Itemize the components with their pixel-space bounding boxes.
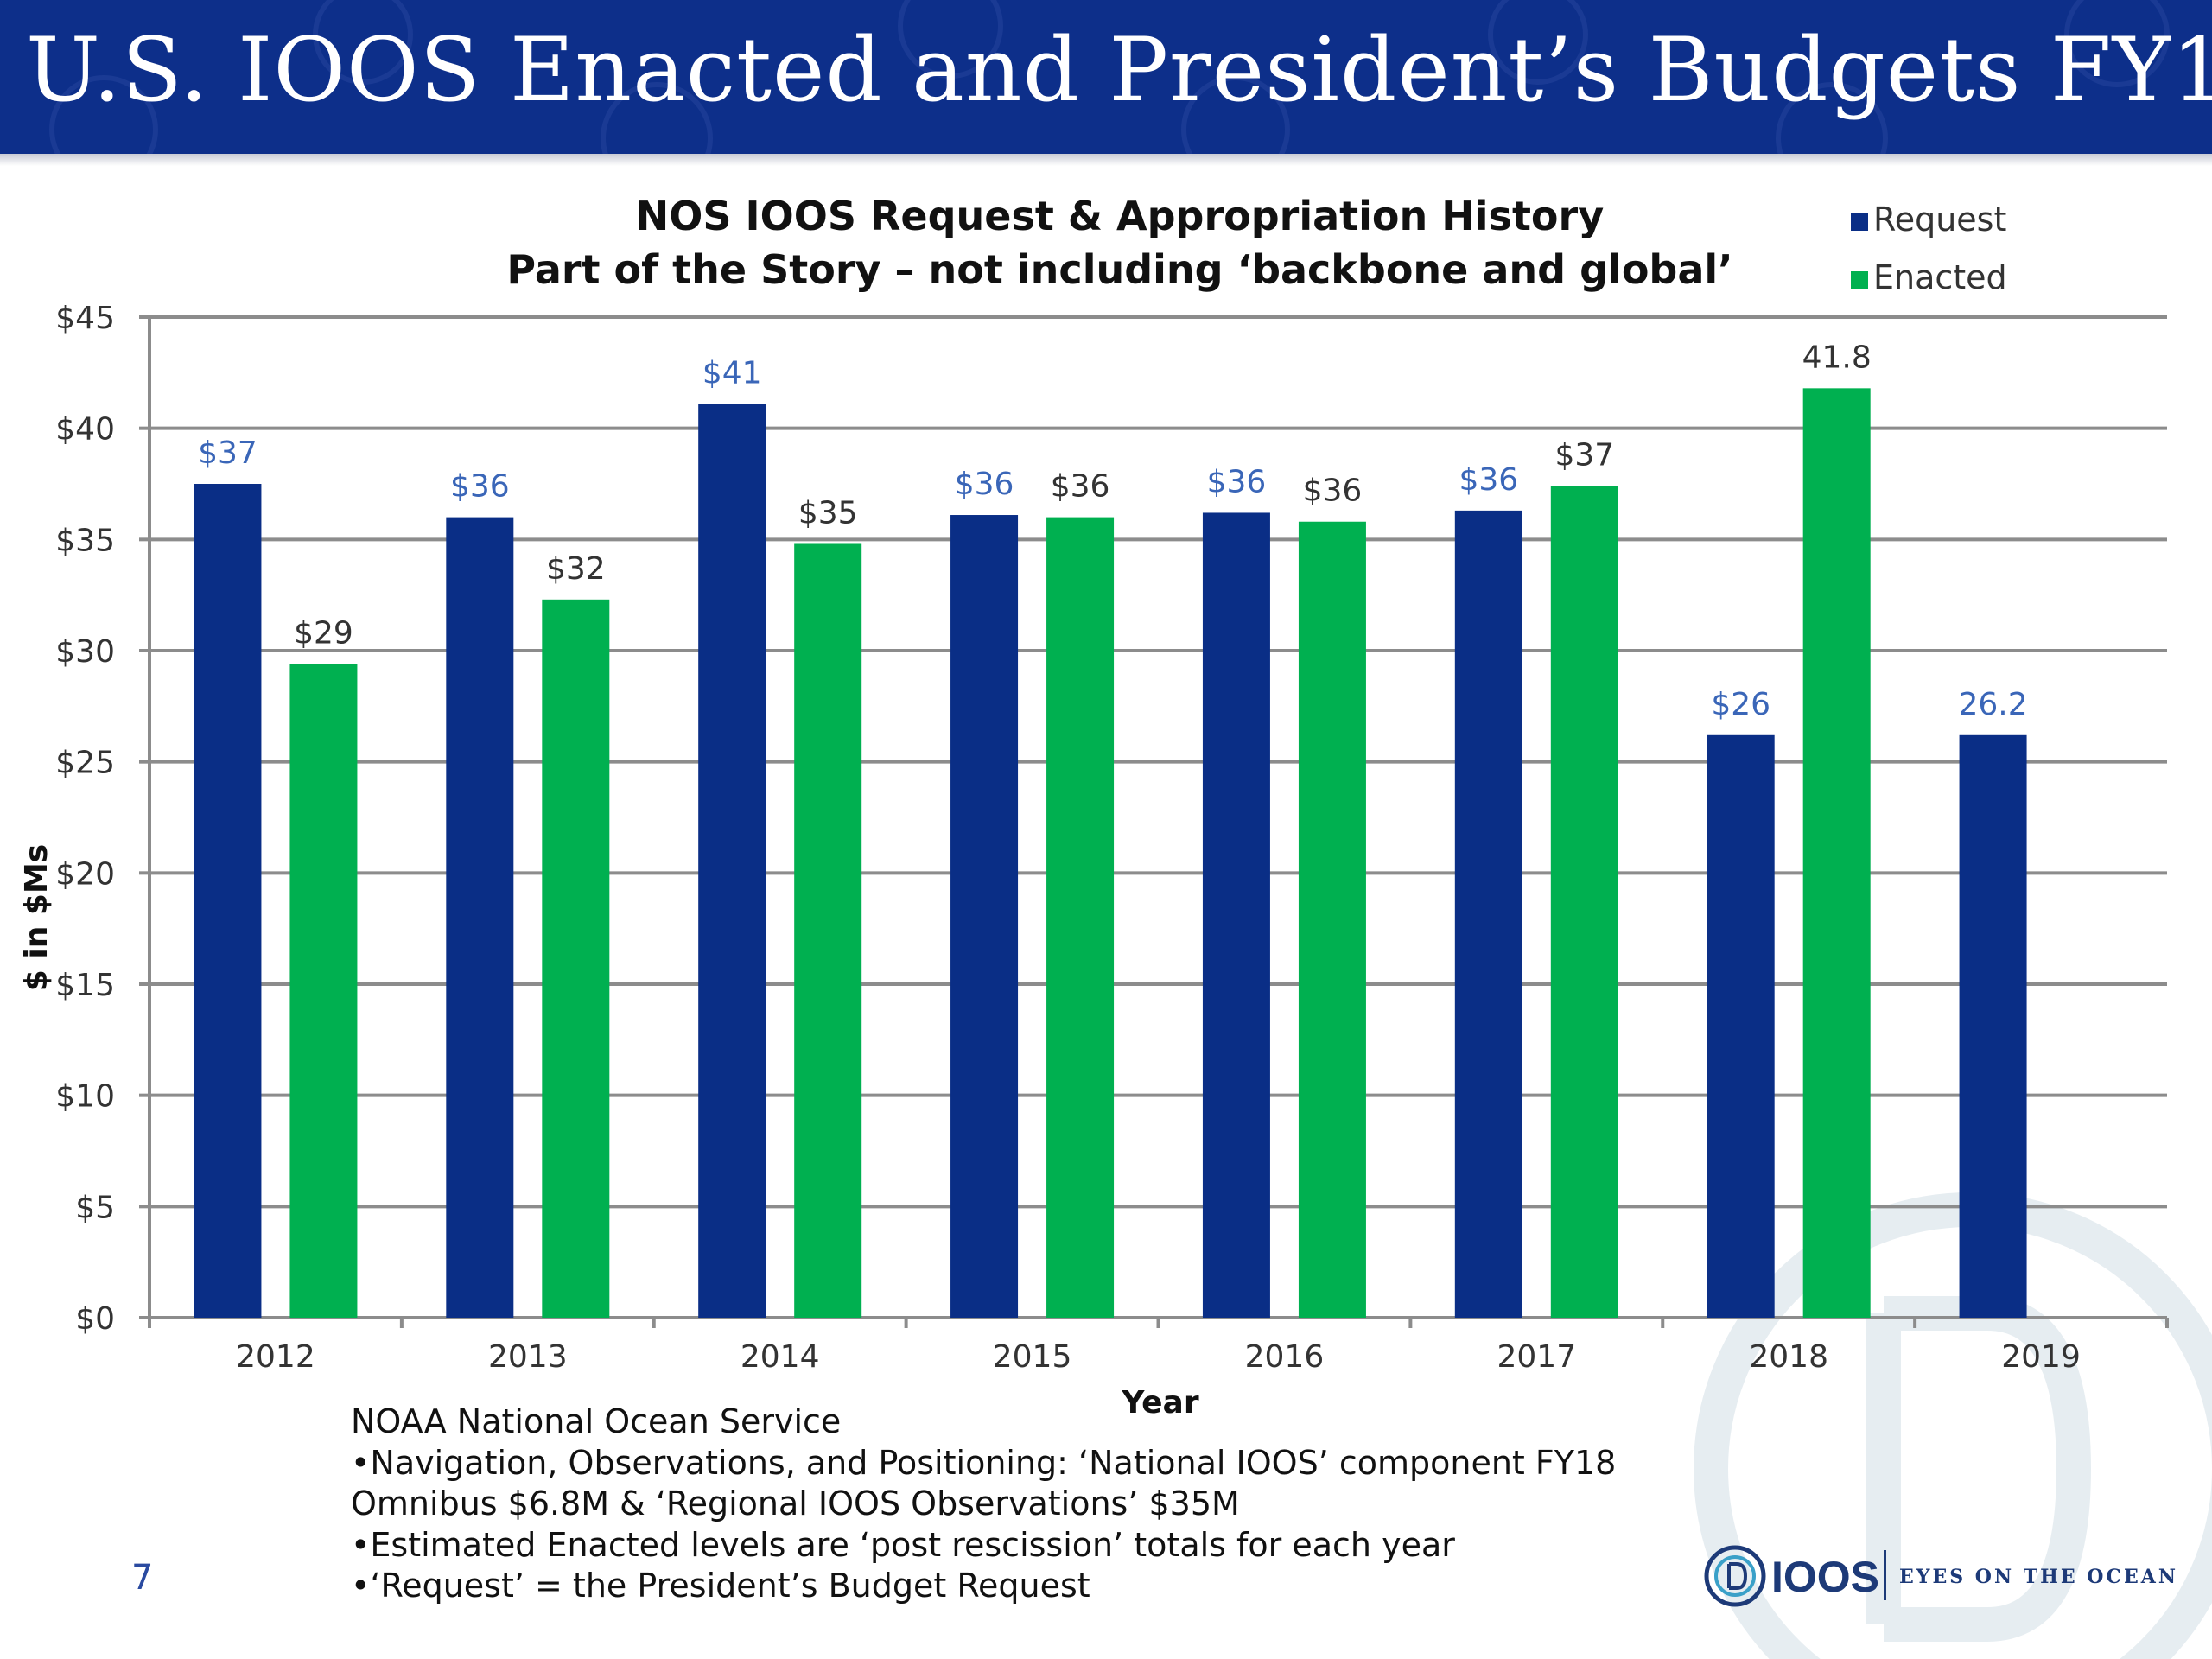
data-label-enacted: $37 <box>1554 438 1614 474</box>
logo-tagline: EYES ON THE OCEAN <box>1899 1566 2178 1588</box>
data-label-enacted: $29 <box>294 615 353 651</box>
data-label-request: $37 <box>198 435 257 471</box>
y-tick-label: $45 <box>55 301 115 336</box>
note-line: NOAA National Ocean Service <box>351 1402 842 1440</box>
data-label-enacted: 41.8 <box>1802 340 1872 375</box>
data-label-request: 26.2 <box>1958 687 2027 722</box>
bar-enacted <box>1550 486 1618 1318</box>
y-tick-label: $30 <box>55 634 115 670</box>
bar-request <box>1454 510 1522 1318</box>
legend-swatch-request <box>1851 213 1868 231</box>
bar-request <box>1707 734 1775 1318</box>
chart-title: NOS IOOS Request & Appropriation History <box>636 193 1604 239</box>
legend-label-request: Request <box>1873 200 2006 238</box>
data-label-request: $26 <box>1711 687 1770 722</box>
note-line: •Estimated Enacted levels are ‘post resc… <box>351 1525 1455 1564</box>
bar-request <box>950 515 1019 1318</box>
bar-enacted <box>289 664 358 1318</box>
note-line: •Navigation, Observations, and Positioni… <box>351 1443 1617 1482</box>
slide-title: U.S. IOOS Enacted and President’s Budget… <box>26 19 2212 122</box>
note-line: •‘Request’ = the President’s Budget Requ… <box>351 1567 1090 1605</box>
bar-enacted <box>794 543 862 1318</box>
data-label-request: $36 <box>1459 462 1518 498</box>
x-tick-label: 2014 <box>741 1339 820 1375</box>
x-tick-label: 2016 <box>1245 1339 1325 1375</box>
chart-subtitle: Part of the Story – not including ‘backb… <box>506 246 1732 293</box>
y-tick-label: $20 <box>55 856 115 892</box>
bar-enacted <box>1298 521 1366 1318</box>
y-tick-label: $35 <box>55 523 115 558</box>
budget-chart: NOS IOOS Request & Appropriation History… <box>19 193 2169 1421</box>
notes: NOAA National Ocean Service •Navigation,… <box>351 1402 1733 1607</box>
data-label-enacted: $35 <box>798 495 858 531</box>
logo-divider <box>1884 1550 1886 1600</box>
y-tick-label: $40 <box>55 412 115 448</box>
x-tick-label: 2012 <box>236 1339 315 1375</box>
bar-enacted <box>542 599 610 1318</box>
data-label-enacted: $36 <box>1051 469 1110 505</box>
y-tick-label: $5 <box>75 1190 115 1225</box>
x-tick-label: 2017 <box>1497 1339 1577 1375</box>
logo-text: IOOS <box>1771 1553 1880 1601</box>
y-tick-label: $0 <box>75 1301 115 1337</box>
bar-request <box>446 517 514 1318</box>
data-label-enacted: $36 <box>1303 474 1363 509</box>
x-tick-label: 2015 <box>993 1339 1072 1375</box>
bar-enacted <box>1046 517 1115 1318</box>
legend-swatch-enacted <box>1851 271 1868 289</box>
y-axis-label: $ in $Ms <box>19 844 54 991</box>
bar-request <box>194 484 262 1318</box>
y-tick-label: $10 <box>55 1079 115 1115</box>
page-number: 7 <box>131 1558 154 1598</box>
x-axis-label: Year <box>1121 1385 1198 1421</box>
y-tick-label: $25 <box>55 746 115 781</box>
data-label-request: $36 <box>1207 464 1267 499</box>
title-bar: U.S. IOOS Enacted and President’s Budget… <box>0 0 2212 154</box>
x-tick-label: 2013 <box>488 1339 568 1375</box>
title-shadow <box>0 154 2212 166</box>
legend-label-enacted: Enacted <box>1873 258 2007 296</box>
x-tick-label: 2018 <box>1749 1339 1828 1375</box>
y-tick-label: $15 <box>55 968 115 1003</box>
ioos-logo: IOOS EYES ON THE OCEAN <box>1694 1538 2177 1616</box>
bar-request <box>698 404 766 1318</box>
data-label-request: $36 <box>450 469 510 505</box>
x-tick-label: 2019 <box>2001 1339 2081 1375</box>
data-label-enacted: $32 <box>546 551 606 587</box>
ioos-emblem-icon <box>1704 1545 1766 1607</box>
bar-request <box>1202 512 1270 1318</box>
bar-enacted <box>1802 388 1871 1318</box>
bar-request <box>1959 734 2027 1318</box>
data-label-request: $36 <box>955 467 1014 502</box>
data-label-request: $41 <box>702 355 762 391</box>
header-pattern <box>49 0 2170 154</box>
note-line: Omnibus $6.8M & ‘Regional IOOS Observati… <box>351 1484 1240 1522</box>
